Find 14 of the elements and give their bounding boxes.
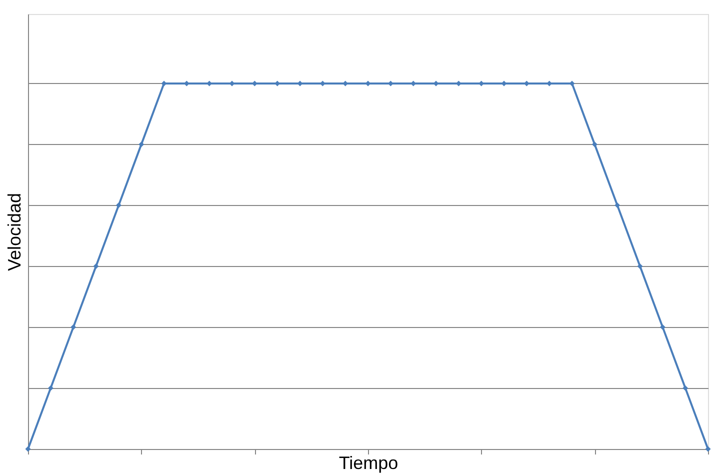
point — [25, 446, 31, 452]
x-axis-title: Tiempo — [338, 453, 398, 473]
point — [70, 324, 76, 330]
point — [614, 202, 620, 208]
point — [116, 202, 122, 208]
point — [660, 324, 666, 330]
point — [682, 385, 688, 391]
y-axis-title: Velocidad — [4, 192, 24, 272]
point — [705, 446, 711, 452]
point — [637, 263, 643, 269]
point — [48, 385, 54, 391]
point — [592, 142, 598, 148]
point — [138, 142, 144, 148]
point — [93, 263, 99, 269]
